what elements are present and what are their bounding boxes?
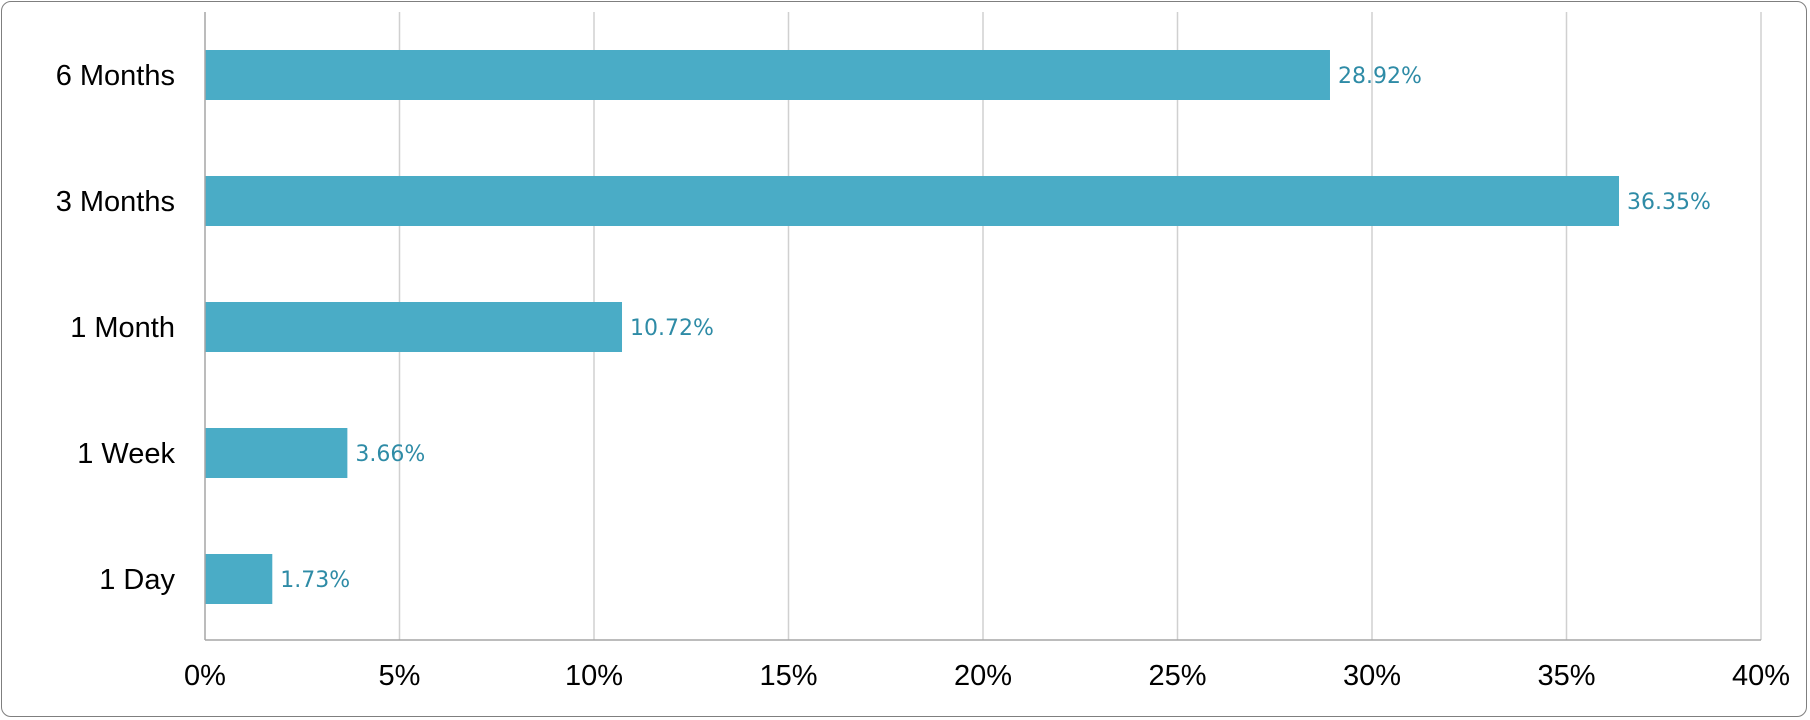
bar: [205, 428, 348, 478]
data-label: 1.73%: [280, 568, 350, 593]
x-tick-label: 5%: [379, 660, 421, 692]
x-tick-label: 40%: [1732, 660, 1790, 692]
category-label: 6 Months: [56, 60, 175, 92]
data-label: 3.66%: [355, 442, 425, 467]
category-label: 1 Week: [77, 438, 175, 470]
x-tick-label: 15%: [759, 660, 817, 692]
data-label: 36.35%: [1627, 190, 1711, 215]
x-tick-label: 30%: [1343, 660, 1401, 692]
x-tick-labels: 0% 5% 10% 15% 20% 25% 30% 35% 40%: [184, 660, 1790, 692]
x-tick-label: 10%: [565, 660, 623, 692]
x-tick-label: 35%: [1537, 660, 1595, 692]
bar: [205, 302, 623, 352]
category-label: 1 Month: [70, 312, 175, 344]
bar: [205, 554, 273, 604]
bars: [205, 50, 1620, 604]
category-labels: 6 Months 3 Months 1 Month 1 Week 1 Day: [56, 60, 176, 596]
data-labels: 28.92% 36.35% 10.72% 3.66% 1.73%: [280, 64, 1711, 593]
x-tick-label: 20%: [954, 660, 1012, 692]
bar: [205, 176, 1620, 226]
data-label: 10.72%: [630, 316, 714, 341]
gridlines: [398, 12, 1762, 640]
data-label: 28.92%: [1338, 64, 1422, 89]
category-label: 3 Months: [56, 186, 175, 218]
x-tick-label: 0%: [184, 660, 226, 692]
x-tick-label: 25%: [1148, 660, 1206, 692]
bar: [205, 50, 1330, 100]
category-label: 1 Day: [99, 564, 175, 596]
